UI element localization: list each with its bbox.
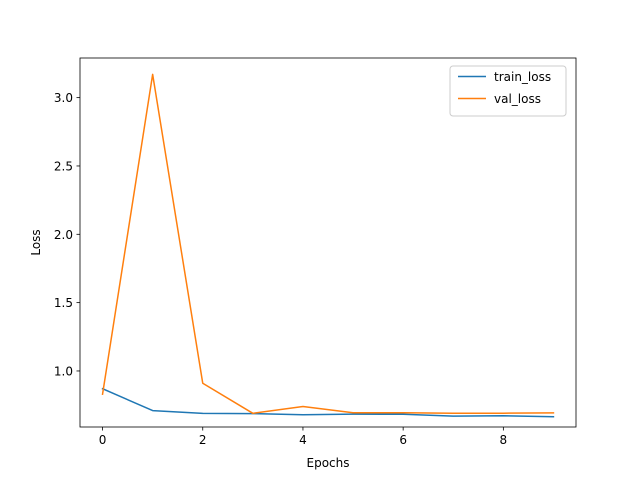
y-tick-label: 3.0 [54,91,73,105]
legend-box [449,65,567,117]
y-tick-label: 1.5 [54,296,73,310]
y-axis-label: Loss [29,229,43,255]
x-axis-ticks: 0 2 4 6 8 [99,427,507,447]
axes-frame [79,57,577,428]
plot-lines [101,73,555,418]
x-tick-label: 6 [399,433,407,447]
x-tick-label: 0 [99,433,107,447]
x-axis-label: Epochs [307,456,350,470]
y-tick-label: 2.5 [54,159,73,173]
legend-label-val-loss: val_loss [494,92,541,106]
y-tick-label: 2.0 [54,228,73,242]
x-tick-label: 2 [199,433,207,447]
series-line-val-loss [101,73,555,415]
series-line-train-loss [101,387,555,418]
legend: train_loss val_loss [449,65,567,117]
y-axis-ticks: 1.0 1.5 2.0 2.5 3.0 [54,91,80,378]
y-tick-label: 1.0 [54,364,73,378]
x-tick-label: 4 [299,433,307,447]
legend-label-train-loss: train_loss [494,70,551,84]
x-tick-label: 8 [500,433,508,447]
